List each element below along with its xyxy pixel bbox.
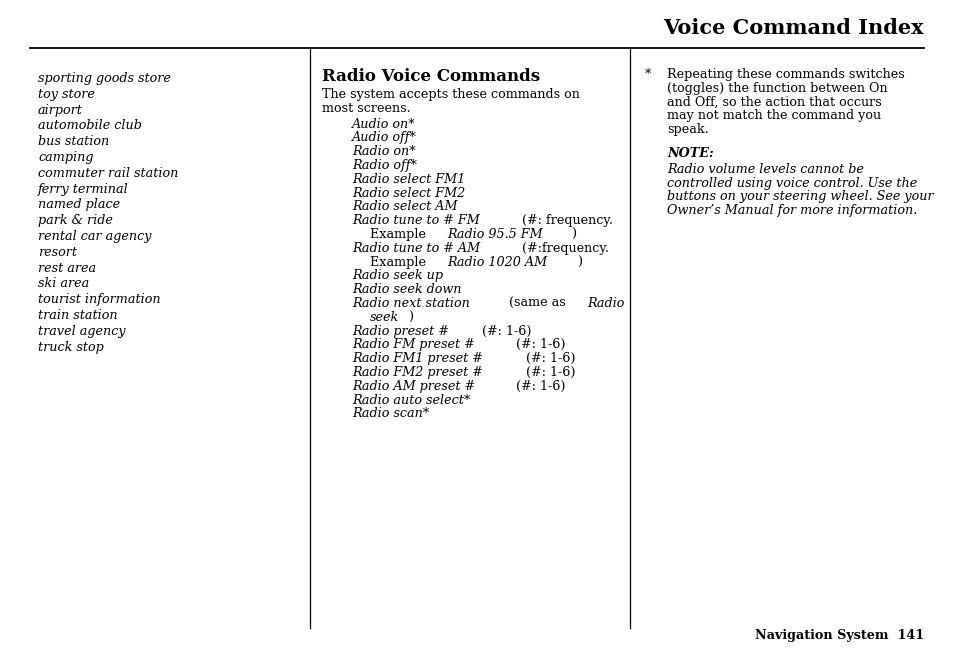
Text: train station: train station	[38, 309, 117, 322]
Text: Audio off*: Audio off*	[352, 132, 416, 144]
Text: controlled using voice control. Use the: controlled using voice control. Use the	[666, 177, 916, 190]
Text: airport: airport	[38, 104, 83, 117]
Text: Audio on*: Audio on*	[352, 117, 416, 130]
Text: may not match the command you: may not match the command you	[666, 110, 881, 123]
Text: Radio 1020 AM: Radio 1020 AM	[447, 256, 547, 269]
Text: Radio auto select*: Radio auto select*	[352, 394, 470, 407]
Text: Example: Example	[370, 228, 430, 241]
Text: Radio FM2 preset #: Radio FM2 preset #	[352, 366, 486, 379]
Text: sporting goods store: sporting goods store	[38, 72, 171, 85]
Text: rest area: rest area	[38, 261, 96, 274]
Text: Radio 95.5 FM: Radio 95.5 FM	[447, 228, 542, 241]
Text: Radio seek down: Radio seek down	[352, 283, 461, 296]
Text: (#: 1-6): (#: 1-6)	[516, 380, 565, 393]
Text: (#: 1-6): (#: 1-6)	[515, 338, 564, 351]
Text: most screens.: most screens.	[322, 102, 411, 115]
Text: ): )	[407, 311, 413, 324]
Text: ): )	[576, 256, 581, 269]
Text: (toggles) the function between On: (toggles) the function between On	[666, 82, 886, 95]
Text: Radio select FM1: Radio select FM1	[352, 173, 465, 186]
Text: Radio select AM: Radio select AM	[352, 200, 457, 213]
Text: resort: resort	[38, 246, 77, 259]
Text: commuter rail station: commuter rail station	[38, 167, 178, 180]
Text: Radio FM1 preset #: Radio FM1 preset #	[352, 352, 486, 365]
Text: automobile club: automobile club	[38, 119, 142, 132]
Text: and Off, so the action that occurs: and Off, so the action that occurs	[666, 96, 881, 109]
Text: NOTE:: NOTE:	[666, 147, 713, 160]
Text: (#: 1-6): (#: 1-6)	[525, 366, 575, 379]
Text: Repeating these commands switches: Repeating these commands switches	[666, 68, 903, 81]
Text: *: *	[644, 68, 651, 81]
Text: (same as: (same as	[509, 297, 569, 310]
Text: ): )	[570, 228, 576, 241]
Text: The system accepts these commands on: The system accepts these commands on	[322, 88, 579, 101]
Text: named place: named place	[38, 198, 120, 211]
Text: truck stop: truck stop	[38, 340, 104, 353]
Text: Radio: Radio	[587, 297, 624, 310]
Text: Radio tune to # FM: Radio tune to # FM	[352, 215, 483, 227]
Text: travel agency: travel agency	[38, 325, 126, 338]
Text: Radio Voice Commands: Radio Voice Commands	[322, 68, 539, 85]
Text: Radio volume levels cannot be: Radio volume levels cannot be	[666, 163, 863, 176]
Text: Radio scan*: Radio scan*	[352, 408, 429, 421]
Text: Radio on*: Radio on*	[352, 145, 416, 158]
Text: tourist information: tourist information	[38, 293, 160, 306]
Text: Radio seek up: Radio seek up	[352, 269, 442, 282]
Text: Radio tune to # AM: Radio tune to # AM	[352, 242, 483, 255]
Text: seek: seek	[370, 311, 399, 324]
Text: rental car agency: rental car agency	[38, 230, 152, 243]
Text: Radio FM preset #: Radio FM preset #	[352, 338, 478, 351]
Text: Navigation System  141: Navigation System 141	[754, 629, 923, 642]
Text: Radio select FM2: Radio select FM2	[352, 186, 465, 200]
Text: (#: frequency.: (#: frequency.	[521, 215, 613, 227]
Text: camping: camping	[38, 151, 93, 164]
Text: (#:frequency.: (#:frequency.	[522, 242, 609, 255]
Text: ski area: ski area	[38, 277, 90, 290]
Text: ferry terminal: ferry terminal	[38, 183, 129, 196]
Text: Example: Example	[370, 256, 430, 269]
Text: Radio next station: Radio next station	[352, 297, 474, 310]
Text: Radio AM preset #: Radio AM preset #	[352, 380, 478, 393]
Text: Voice Command Index: Voice Command Index	[662, 18, 923, 38]
Text: (#: 1-6): (#: 1-6)	[525, 352, 575, 365]
Text: Radio off*: Radio off*	[352, 159, 416, 172]
Text: toy store: toy store	[38, 88, 94, 101]
Text: (#: 1-6): (#: 1-6)	[481, 325, 531, 338]
Text: buttons on your steering wheel. See your: buttons on your steering wheel. See your	[666, 190, 933, 203]
Text: Radio preset #: Radio preset #	[352, 325, 453, 338]
Text: speak.: speak.	[666, 123, 708, 136]
Text: Owner’s Manual for more information.: Owner’s Manual for more information.	[666, 204, 916, 217]
Text: park & ride: park & ride	[38, 215, 112, 227]
Text: bus station: bus station	[38, 135, 110, 148]
